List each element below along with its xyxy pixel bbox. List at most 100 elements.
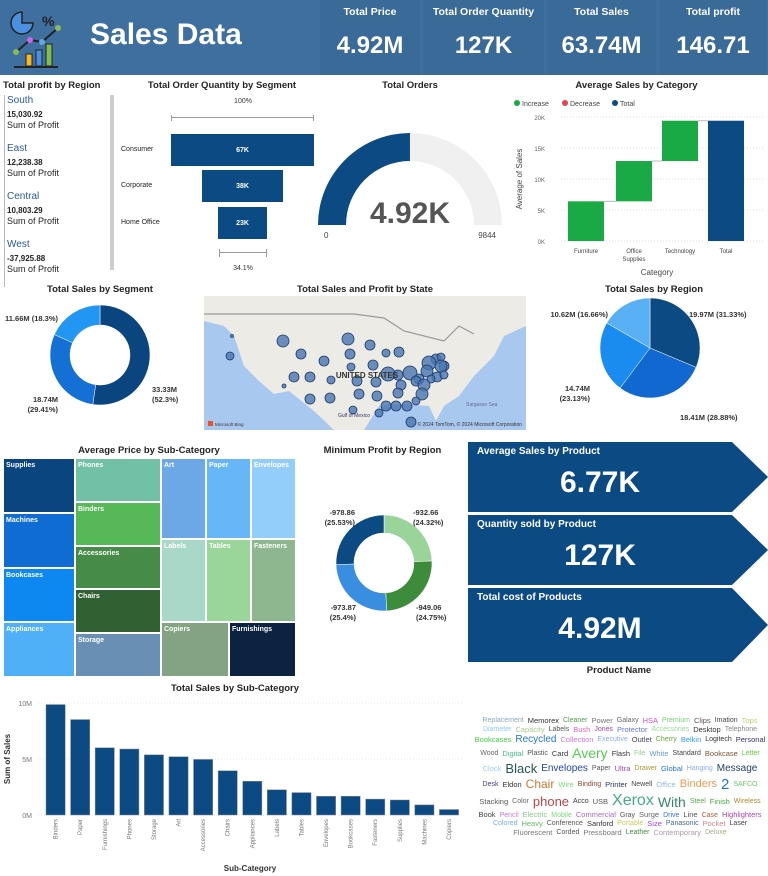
treemap-tile[interactable]: Furnishings [229,622,296,677]
treemap-tile[interactable]: Appliances [3,622,75,677]
x-tick-label: Machines [422,819,428,845]
x-tick-label: Copiers [447,819,453,840]
product-name-word-cloud: Replacement Memorex Cleaner Power Galaxy HSA P… [474,680,766,874]
treemap-tile[interactable]: Copiers [161,622,229,677]
treemap-tile[interactable]: Fasteners [251,539,296,622]
data-label: -978.86 [330,508,355,517]
map-land [204,296,526,430]
region-profit-value: 10,803.29 [7,206,43,215]
treemap-tile[interactable]: Art [161,458,206,539]
treemap-tile[interactable]: Chairs [75,589,161,633]
x-tick-label: Phones [127,819,133,839]
treemap-tile[interactable]: Phones [75,458,161,502]
region-pie-title: Total Sales by Region [604,284,703,295]
word-cloud-word: Pocket [702,819,726,829]
treemap-tile[interactable]: Supplies [3,458,75,513]
word-cloud-word: File [634,750,646,758]
word-cloud-word: Envelopes [541,762,588,774]
segment-slice [49,334,96,405]
region-profit-item[interactable]: East 12,238.38 Sum of Profit [4,143,104,191]
treemap-title: Average Price by Sub-Category [78,445,220,456]
funnel-bar: 38K [201,170,284,202]
treemap-tile[interactable]: Bookcases [3,568,75,622]
word-cloud-word: Laser [729,820,748,828]
word-cloud-word: 2 [721,775,730,793]
region-profit-item[interactable]: West -37,925.88 Sum of Profit [4,239,104,287]
bar [389,799,410,816]
state-bubble [380,400,392,412]
waterfall-chart: Increase Decrease Total 0K 5K 10K 15K 20K Furnit… [514,100,763,277]
word-cloud-word: Mobile [551,811,572,819]
x-tick-label: Furniture [574,249,599,255]
segment-donut-title: Total Sales by Segment [47,284,153,295]
kpi-value: 63.74M [561,32,642,59]
y-tick-label: 5M [22,757,32,764]
map-water-label: Sargasso Sea [466,402,498,408]
word-cloud-word: Deluxe [705,829,727,837]
treemap-tile[interactable]: Storage [75,633,161,677]
word-cloud-word: Fluorescent [513,828,553,837]
y-tick-label: 0K [538,240,545,246]
y-tick-label: 15K [534,147,545,153]
state-bubble [346,362,356,372]
word-cloud-word: Collection [560,735,594,745]
region-profit-item[interactable]: Central 10,803.29 Sum of Profit [4,191,104,239]
region-name: East [7,143,28,154]
treemap-tile[interactable]: Accessories [75,546,161,589]
kpi-label: Total Price [343,6,397,18]
profit-region-list: South 15,030.92 Sum of Profit East 12,238.38… [4,95,104,287]
state-bubble [295,348,307,360]
bar [267,789,287,816]
treemap-tile[interactable]: Machines [3,513,75,568]
data-label: -973.87 [331,603,356,612]
word-cloud-word: Message [716,762,758,774]
sales-by-region-pie: 19.97M (31.33%) 18.41M (28.88%) 14.74M(23.… [550,297,747,422]
word-cloud-word: phone [532,794,570,810]
kpi-value: 127K [454,32,513,59]
word-cloud-word: Gray [619,811,636,819]
word-cloud-word: Clock [482,763,502,773]
state-bubble [393,346,405,358]
word-cloud-word: Binding [577,780,602,788]
card-value: 127K [564,539,636,572]
x-tick-label: Fasteners [373,819,379,846]
state-bubble [392,387,404,399]
word-cloud-word: SAFCO [733,780,758,788]
card-label: Average Sales by Product [477,446,601,457]
word-cloud-word: Book [478,810,496,820]
bing-logo-icon [208,421,213,426]
word-cloud-word: Corded [556,829,580,837]
region-profit-value: 15,030.92 [7,110,43,119]
word-cloud-word: Paper [591,765,611,773]
treemap-tile[interactable]: Paper [206,458,251,539]
word-cloud-word: Flash [611,748,631,758]
treemap-tile[interactable]: Tables [206,539,251,622]
x-tick-label: Appliances [250,819,256,848]
map-border [204,313,475,342]
state-bubble [370,376,382,388]
funnel-bar: 67K [171,134,314,166]
state-bubble [225,351,235,361]
kpi-total-sales: Total Sales 63.74M [547,0,656,75]
bar [168,756,189,816]
kpi-label: Total profit [685,6,741,18]
region-profit-item[interactable]: South 15,030.92 Sum of Profit [4,95,104,143]
funnel-top-label: 100% [234,98,252,105]
state-bubble [351,375,363,387]
word-cloud-word: Conference [546,820,583,828]
treemap-tile[interactable]: Envelopes [251,458,296,539]
bar [217,770,238,816]
word-cloud-word: Wire [558,779,574,789]
data-label: (25.53%) [325,518,356,527]
treemap-tile[interactable]: Binders [75,502,161,546]
scrollbar[interactable] [110,95,114,270]
word-cloud-word: Desktop [693,725,721,734]
word-cloud-word: Printer [605,779,628,789]
total-orders-gauge: 4.92K 0 9844 [318,133,502,240]
gauge-fill [318,133,410,225]
kpi-label: Total Sales [574,6,629,18]
card-quantity-sold-by-product: Quantity sold by Product 127K [468,515,768,585]
treemap-tile[interactable]: Labels [161,539,206,622]
state-bubble [348,405,358,415]
state-sales-map[interactable]: UNITED STATES Gulf of Mexico Sargasso Sea ©… [204,296,526,430]
